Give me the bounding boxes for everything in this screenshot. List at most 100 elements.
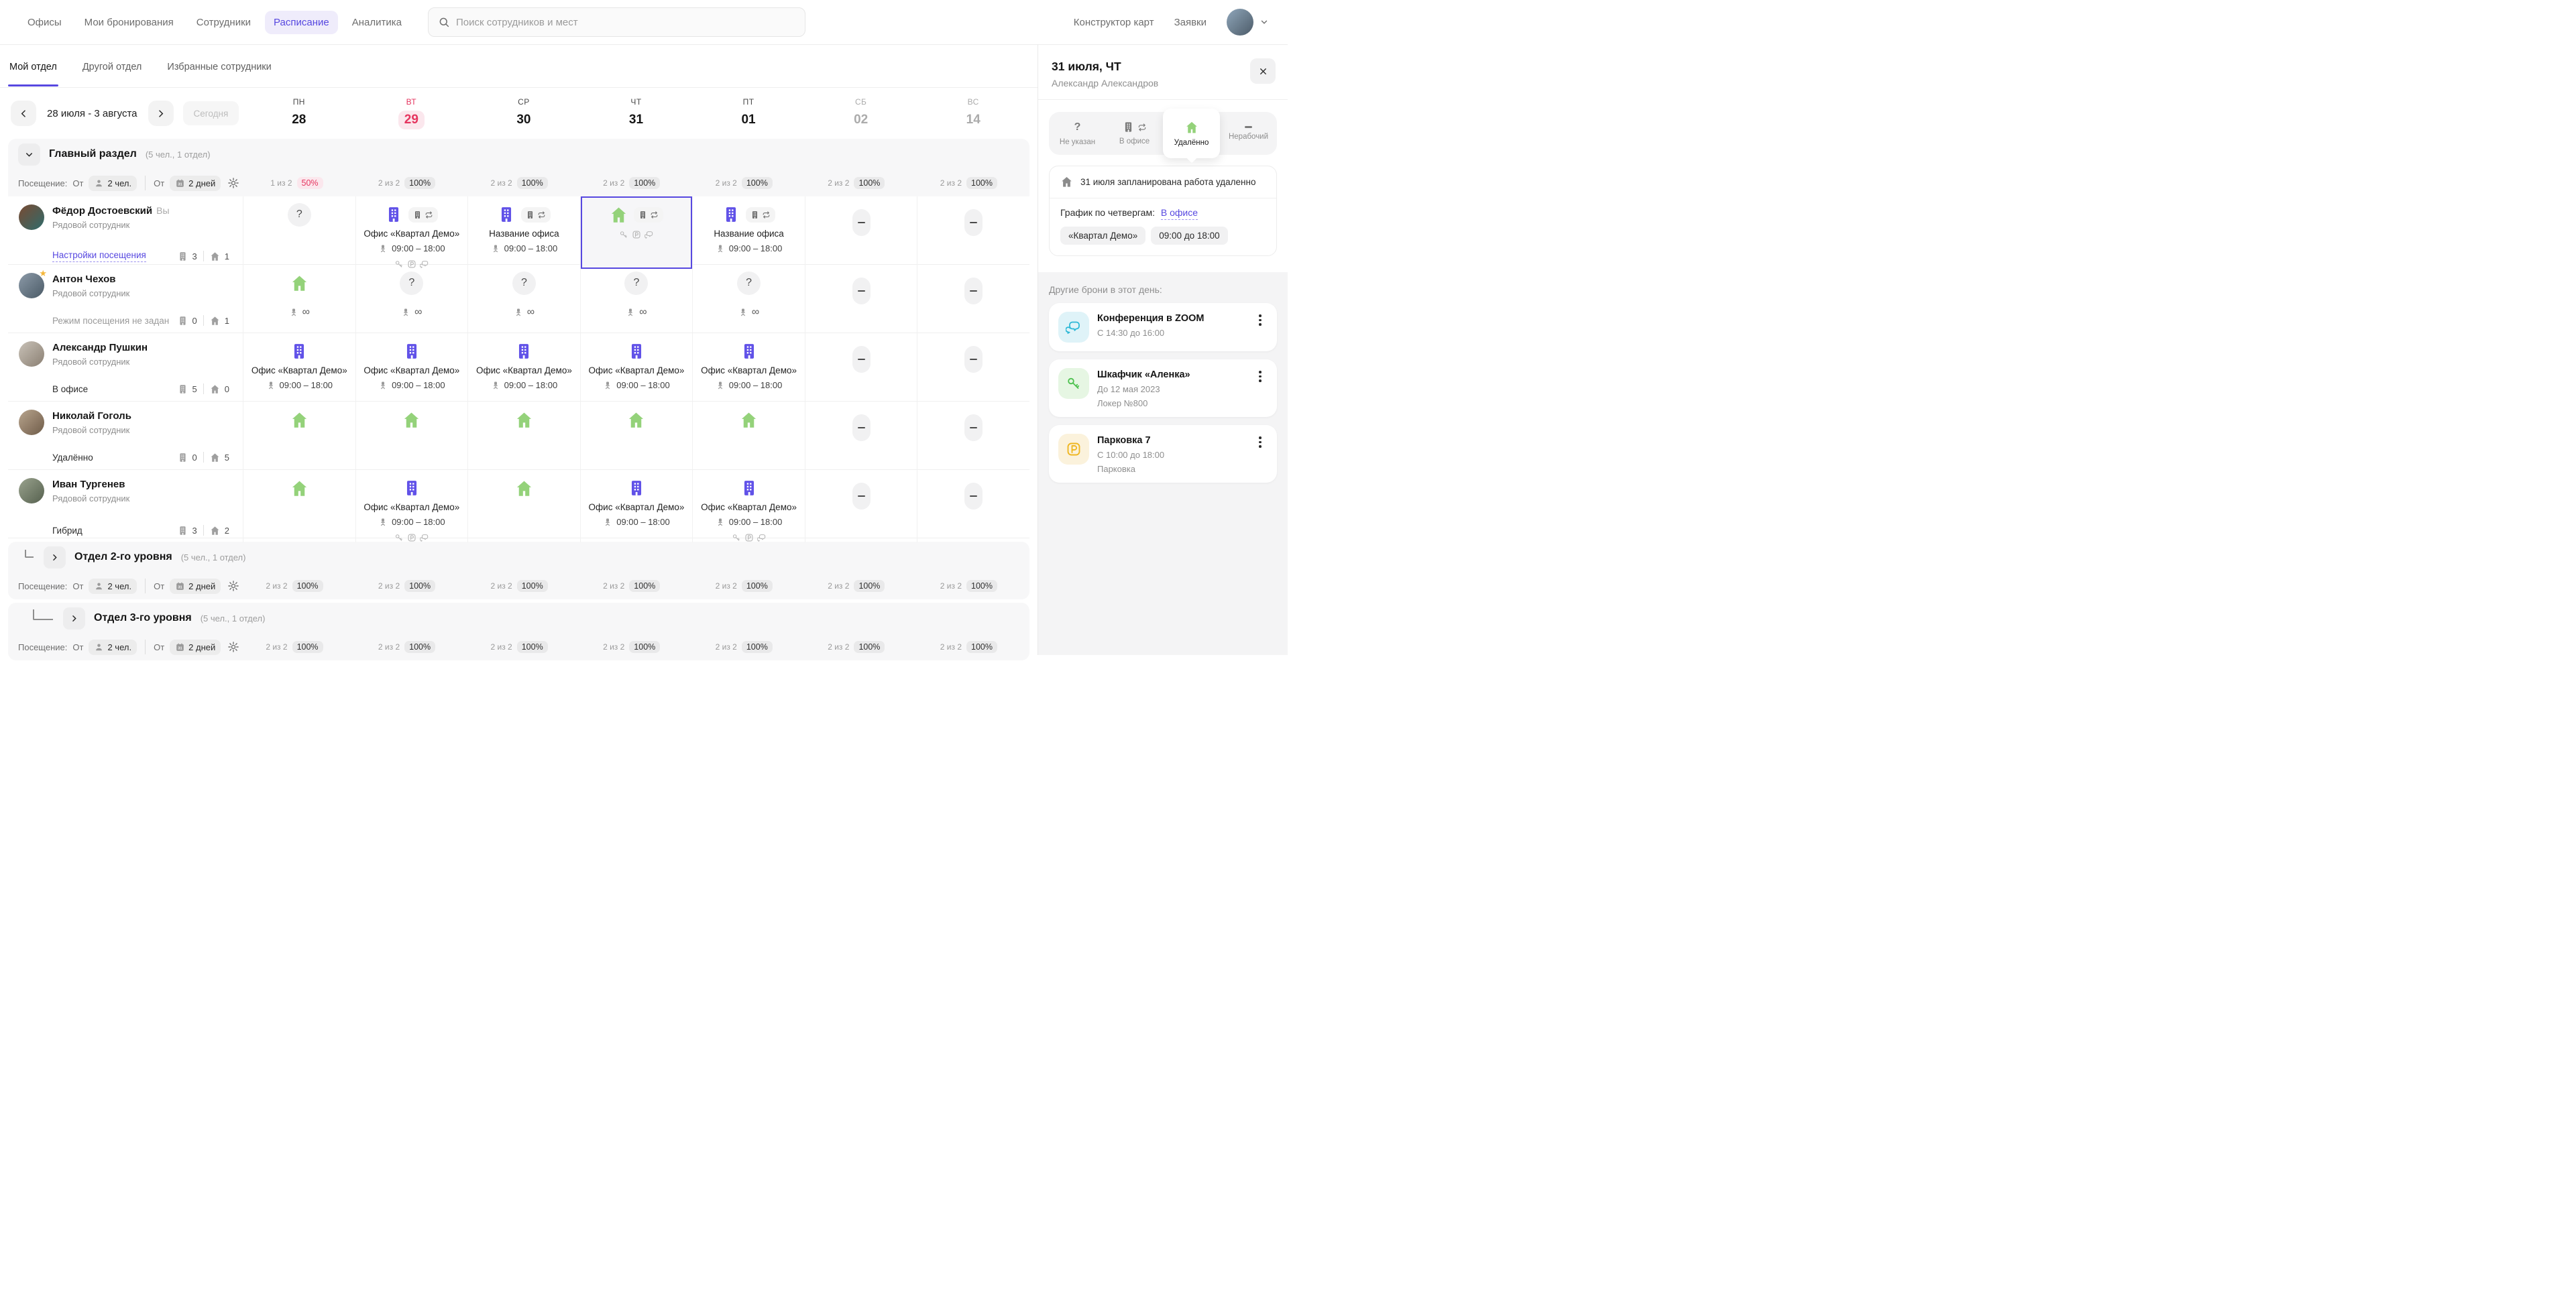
section-header[interactable]: Отдел 2-го уровня (5 чел., 1 отдел): [8, 542, 1029, 573]
section-header[interactable]: Отдел 3-го уровня (5 чел., 1 отдел): [8, 603, 1029, 634]
employee-name[interactable]: Иван Тургенев: [52, 479, 125, 490]
work-mode-option[interactable]: Удалённо: [1163, 109, 1220, 158]
booking-menu-button[interactable]: [1253, 312, 1268, 343]
schedule-cell[interactable]: [692, 402, 805, 469]
schedule-cell[interactable]: Офис «Квартал Демо» 09:00 – 18:00: [467, 333, 580, 401]
booking-card[interactable]: Парковка 7 С 10:00 до 18:00 Парковка: [1049, 425, 1277, 483]
schedule-cell[interactable]: ?: [243, 196, 355, 269]
repeat-booking-chip[interactable]: [746, 206, 776, 223]
schedule-cell[interactable]: Название офиса 09:00 – 18:00: [692, 196, 805, 269]
schedule-cell[interactable]: [804, 265, 917, 333]
avatar[interactable]: ★: [19, 268, 47, 298]
nav-item-2[interactable]: Сотрудники: [196, 16, 251, 28]
schedule-cell[interactable]: [917, 265, 1029, 333]
schedule-cell[interactable]: [355, 402, 468, 469]
booking-card[interactable]: Конференция в ZOOM С 14:30 до 16:00: [1049, 303, 1277, 351]
schedule-cell[interactable]: Офис «Квартал Демо» 09:00 – 18:00: [355, 196, 468, 269]
nav-item-3[interactable]: Расписание: [265, 10, 338, 34]
schedule-cell[interactable]: [467, 402, 580, 469]
schedule-cell[interactable]: ? ∞: [355, 265, 468, 333]
time-chip[interactable]: 09:00 до 18:00: [1151, 227, 1228, 245]
collapse-section-button[interactable]: [18, 143, 40, 166]
day-header-СР[interactable]: СР 30: [467, 97, 580, 129]
schedule-cell[interactable]: [804, 470, 917, 542]
requests-link[interactable]: Заявки: [1174, 16, 1207, 28]
work-mode-option[interactable]: В офисе: [1106, 112, 1163, 155]
min-days-chip[interactable]: 31 2 дней: [170, 578, 221, 594]
booking-menu-button[interactable]: [1253, 434, 1268, 474]
day-header-ПТ[interactable]: ПТ 01: [692, 97, 805, 129]
tab-my-department[interactable]: Мой отдел: [8, 47, 58, 86]
schedule-cell[interactable]: [917, 402, 1029, 469]
attendance-settings-link[interactable]: Настройки посещения: [52, 250, 146, 262]
schedule-cell[interactable]: [579, 402, 693, 469]
schedule-cell[interactable]: Офис «Квартал Демо» 09:00 – 18:00: [692, 333, 805, 401]
schedule-cell[interactable]: [917, 196, 1029, 269]
schedule-cell[interactable]: ? ∞: [579, 265, 693, 333]
section-header[interactable]: Главный раздел (5 чел., 1 отдел): [8, 139, 1029, 170]
employee-name[interactable]: Фёдор Достоевский Вы: [52, 205, 170, 217]
schedule-cell[interactable]: Офис «Квартал Демо» 09:00 – 18:00: [579, 470, 693, 542]
avatar[interactable]: [19, 204, 44, 230]
close-panel-button[interactable]: [1250, 58, 1276, 84]
nav-item-0[interactable]: Офисы: [27, 16, 62, 28]
tab-favorite-employees[interactable]: Избранные сотрудники: [167, 61, 272, 72]
today-button[interactable]: Сегодня: [182, 101, 239, 125]
employee-name[interactable]: Николай Гоголь: [52, 410, 131, 422]
schedule-mode-link[interactable]: В офисе: [1160, 207, 1198, 220]
office-chip[interactable]: «Квартал Демо»: [1060, 227, 1146, 245]
search-box[interactable]: [427, 7, 805, 37]
schedule-cell[interactable]: ? ∞: [692, 265, 805, 333]
schedule-cell[interactable]: Офис «Квартал Демо» 09:00 – 18:00: [579, 333, 693, 401]
schedule-cell[interactable]: Офис «Квартал Демо» 09:00 – 18:00: [692, 470, 805, 542]
min-people-chip[interactable]: 2 чел.: [89, 578, 137, 594]
repeat-booking-chip[interactable]: [408, 206, 439, 223]
schedule-cell[interactable]: [243, 402, 355, 469]
tab-other-department[interactable]: Другой отдел: [82, 61, 142, 72]
work-mode-option[interactable]: Нерабочий: [1220, 112, 1277, 155]
schedule-cell[interactable]: [917, 333, 1029, 401]
work-mode-option[interactable]: ? Не указан: [1049, 112, 1106, 155]
expand-section-button[interactable]: [63, 607, 85, 630]
schedule-cell[interactable]: Офис «Квартал Демо» 09:00 – 18:00: [355, 333, 468, 401]
day-header-ВТ[interactable]: ВТ 29: [355, 97, 468, 129]
attendance-settings-button[interactable]: [227, 177, 239, 189]
schedule-cell[interactable]: Название офиса 09:00 – 18:00: [467, 196, 580, 269]
booking-menu-button[interactable]: [1253, 368, 1268, 408]
schedule-cell-selected[interactable]: [579, 196, 693, 269]
min-days-chip[interactable]: 31 2 дней: [170, 175, 221, 191]
schedule-cell[interactable]: [917, 470, 1029, 542]
min-people-chip[interactable]: 2 чел.: [89, 639, 137, 655]
avatar[interactable]: [19, 478, 44, 503]
repeat-booking-chip[interactable]: [633, 206, 663, 223]
attendance-settings-button[interactable]: [227, 580, 239, 592]
min-days-chip[interactable]: 31 2 дней: [170, 639, 221, 655]
booking-card[interactable]: Шкафчик «Аленка» До 12 мая 2023 Локер №80…: [1049, 359, 1277, 417]
search-input[interactable]: [455, 16, 795, 28]
nav-item-4[interactable]: Аналитика: [351, 16, 402, 28]
expand-section-button[interactable]: [44, 546, 66, 569]
employee-name[interactable]: Антон Чехов: [52, 274, 116, 285]
avatar[interactable]: [19, 410, 44, 435]
avatar[interactable]: [1227, 9, 1253, 36]
day-header-ВС[interactable]: ВС 14: [917, 97, 1029, 129]
prev-week-button[interactable]: [11, 101, 36, 126]
map-builder-link[interactable]: Конструктор карт: [1073, 16, 1154, 28]
day-header-СБ[interactable]: СБ 02: [805, 97, 917, 129]
schedule-cell[interactable]: [804, 402, 917, 469]
schedule-cell[interactable]: [467, 470, 580, 542]
employee-name[interactable]: Александр Пушкин: [52, 342, 148, 353]
nav-item-1[interactable]: Мои бронирования: [84, 16, 174, 28]
schedule-cell[interactable]: [804, 333, 917, 401]
schedule-cell[interactable]: Офис «Квартал Демо» 09:00 – 18:00: [355, 470, 468, 542]
next-week-button[interactable]: [148, 101, 174, 126]
user-menu[interactable]: [1227, 9, 1269, 36]
day-header-ПН[interactable]: ПН 28: [243, 97, 355, 129]
schedule-cell[interactable]: Офис «Квартал Демо» 09:00 – 18:00: [243, 333, 355, 401]
min-people-chip[interactable]: 2 чел.: [89, 175, 137, 191]
attendance-settings-button[interactable]: [227, 641, 239, 653]
schedule-cell[interactable]: ? ∞: [467, 265, 580, 333]
day-header-ЧТ[interactable]: ЧТ 31: [580, 97, 693, 129]
schedule-cell[interactable]: [804, 196, 917, 269]
schedule-cell[interactable]: ∞: [243, 265, 355, 333]
